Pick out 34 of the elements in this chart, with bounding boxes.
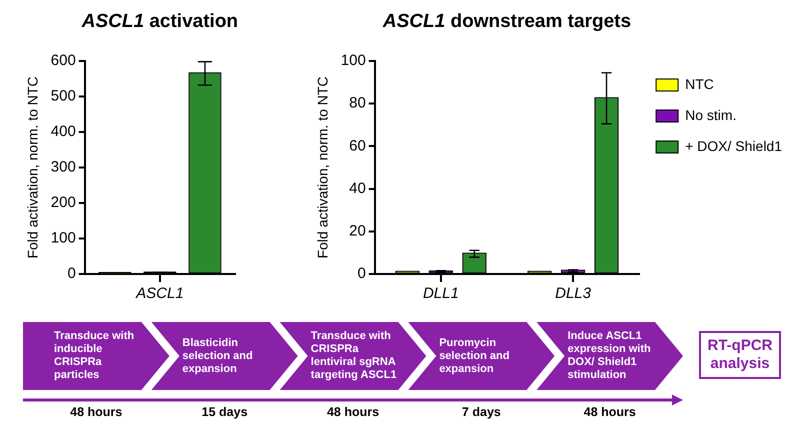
chart-title: ASCL1 activation [82,11,238,33]
text: 15 days [202,405,248,420]
y-tick-label: 300 [50,158,76,176]
y-tick-label: 0 [67,265,76,282]
y-tick-label: 100 [340,52,366,70]
y-tick-label: 0 [357,265,366,282]
text: 48 hours [584,405,636,420]
chart-title: ASCL1 downstream targets [382,11,632,33]
y-axis-title: Fold activation, norm. to NTC [314,76,330,259]
category-label: RT-qPCR analysis [706,337,774,373]
x-tick-label: DLL1 [422,285,459,302]
y-axis-title: Fold activation, norm. to NTC [24,76,40,259]
y-tick-label: 200 [50,194,76,212]
y-tick-label: 500 [50,88,76,105]
category-label: Transduce with CRISPRa lentiviral sgRNA targeting ASCL1 [310,330,398,382]
text: 48 hours [326,405,380,420]
category-label: Blasticidin selection and expansion [182,336,254,376]
legend-label: No stim. [685,106,736,123]
y-tick-label: 60 [349,137,366,154]
x-tick-label: DLL3 [555,285,592,302]
category-label: Induce ASCL1 expression with DOX/ Shield1 stimulation [568,330,652,382]
text: 48 hours [70,405,122,420]
text: 7 days [462,405,501,420]
y-tick-label: 40 [349,180,366,197]
y-tick-label: 600 [50,52,76,70]
y-tick-label: 20 [349,222,366,240]
legend-label: + DOX/ Shield1 [685,138,782,154]
category-label: Transduce with inducible CRISPRa particles [54,330,136,382]
category-label: Puromycin selection and expansion [439,336,510,376]
y-tick-label: 100 [50,230,76,247]
x-tick-label: ASCL1 [135,285,184,302]
y-tick-label: 400 [50,123,76,140]
legend-label: NTC [685,76,714,92]
y-tick-label: 80 [349,94,366,112]
